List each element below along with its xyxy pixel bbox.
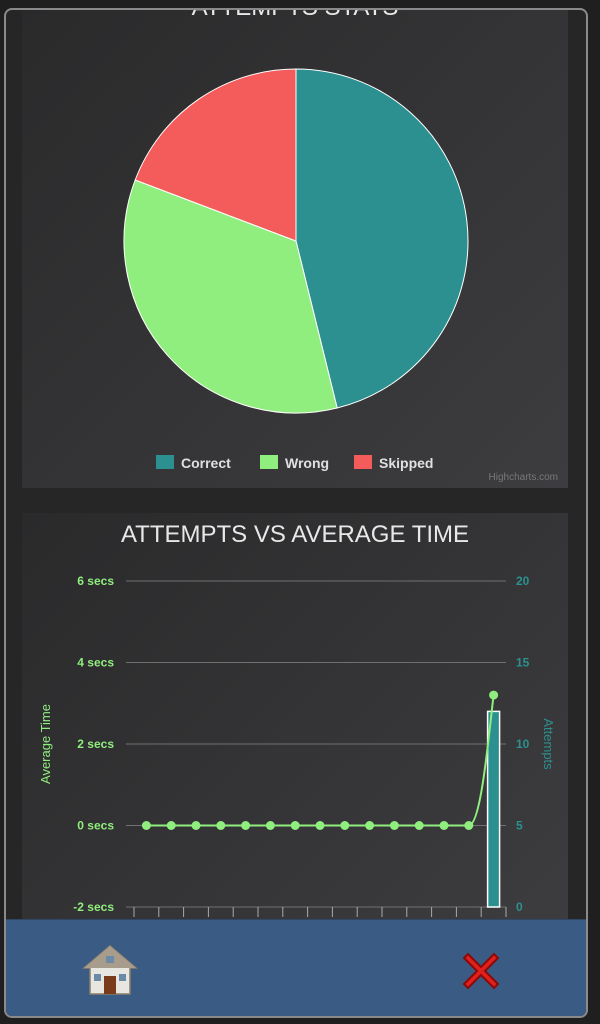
- y-left-tick: 0 secs: [77, 819, 114, 833]
- average-time-point: [389, 821, 399, 830]
- average-time-point: [414, 821, 424, 830]
- y-left-tick: 4 secs: [77, 656, 114, 670]
- footer-bar: [6, 919, 586, 1016]
- legend-label-skipped: Skipped: [379, 455, 433, 471]
- credits: Highcharts.com: [489, 472, 558, 483]
- average-time-point: [489, 690, 499, 700]
- average-time-point: [265, 821, 275, 830]
- y-right-tick: 15: [516, 656, 530, 670]
- y-left-axis-label: Average Time: [38, 704, 53, 784]
- average-time-point: [241, 821, 251, 830]
- legend-swatch-skipped: [354, 455, 372, 469]
- pie-chart: Correct Wrong Skipped Highcharts.com: [123, 68, 558, 483]
- combo-chart-card: ATTEMPTS VS AVERAGE TIME -2 secs 0 0 secs 5…: [22, 513, 568, 933]
- pie-slice-correct: [295, 68, 469, 409]
- average-time-point: [191, 821, 201, 830]
- legend-swatch-wrong: [260, 455, 278, 469]
- combo-chart-title: ATTEMPTS VS AVERAGE TIME: [120, 521, 470, 548]
- average-time-point: [141, 821, 151, 830]
- average-time-point: [464, 821, 474, 830]
- y-left-tick: -2 secs: [73, 900, 114, 914]
- legend-label-wrong: Wrong: [285, 455, 329, 471]
- average-time-point: [439, 821, 449, 830]
- legend-label-correct: Correct: [181, 455, 231, 471]
- house-icon[interactable]: [82, 942, 138, 998]
- legend-swatch-correct: [156, 455, 174, 469]
- pie-chart-card: ATTEMPTS STATS Correct Wrong Skipped Highch…: [22, 10, 568, 488]
- y-right-axis-label: Attempts: [541, 718, 556, 770]
- y-right-tick: 10: [516, 737, 530, 751]
- app-frame: ATTEMPTS STATS Correct Wrong Skipped Highch…: [4, 8, 588, 1018]
- y-right-tick: 0: [516, 900, 523, 914]
- average-time-point: [315, 821, 325, 830]
- y-left-tick: 6 secs: [77, 574, 114, 588]
- close-icon[interactable]: [458, 948, 504, 994]
- attempts-bar: [486, 710, 501, 908]
- y-left-tick: 2 secs: [77, 737, 114, 751]
- average-time-point: [340, 821, 350, 830]
- combo-chart: -2 secs 0 0 secs 5 2 secs 10 4 secs 15 6 secs 20 A…: [38, 574, 556, 917]
- average-time-point: [216, 821, 226, 830]
- pie-slice-skipped: [134, 68, 297, 242]
- y-right-tick: 20: [516, 574, 530, 588]
- average-time-point: [166, 821, 176, 830]
- pie-chart-title: ATTEMPTS STATS: [22, 10, 568, 22]
- pie-slice-wrong: [123, 179, 338, 414]
- average-time-point: [365, 821, 375, 830]
- average-time-line: [146, 694, 495, 827]
- average-time-point: [290, 821, 300, 830]
- y-right-tick: 5: [516, 819, 523, 833]
